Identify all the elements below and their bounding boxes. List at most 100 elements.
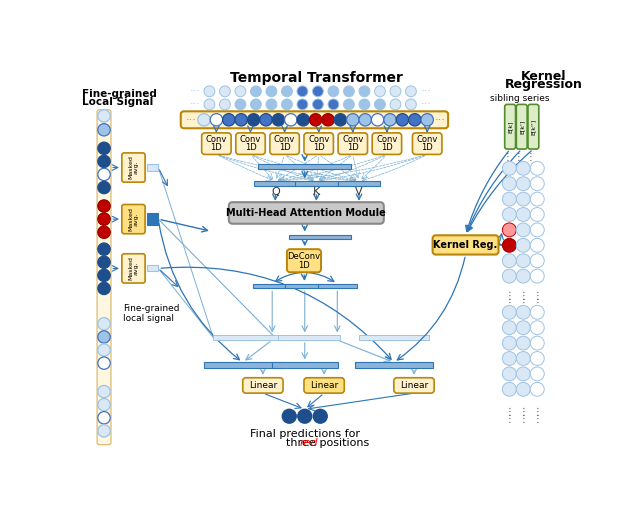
Circle shape bbox=[516, 352, 531, 366]
Circle shape bbox=[384, 114, 396, 126]
Text: 1D: 1D bbox=[279, 143, 291, 152]
Bar bbox=[295, 181, 338, 186]
Bar bbox=[359, 336, 429, 340]
Text: Kernel Reg.: Kernel Reg. bbox=[433, 240, 498, 250]
Circle shape bbox=[328, 86, 339, 97]
Circle shape bbox=[406, 99, 417, 110]
Circle shape bbox=[531, 207, 544, 221]
Text: Q: Q bbox=[271, 187, 280, 197]
Text: 1D: 1D bbox=[381, 143, 393, 152]
FancyBboxPatch shape bbox=[394, 378, 434, 393]
Circle shape bbox=[98, 269, 110, 281]
Circle shape bbox=[531, 321, 544, 334]
Text: Regression: Regression bbox=[504, 78, 582, 91]
Text: ⋮: ⋮ bbox=[518, 414, 528, 424]
Bar bbox=[272, 362, 338, 368]
Bar bbox=[278, 336, 340, 340]
Circle shape bbox=[502, 254, 516, 268]
Text: Conv: Conv bbox=[240, 135, 261, 144]
Text: V: V bbox=[355, 187, 363, 197]
Text: ⋮: ⋮ bbox=[532, 298, 542, 308]
Circle shape bbox=[516, 321, 531, 334]
FancyBboxPatch shape bbox=[372, 133, 402, 155]
Circle shape bbox=[98, 412, 110, 424]
Bar bbox=[147, 164, 158, 171]
FancyBboxPatch shape bbox=[180, 111, 448, 128]
Text: Temporal Transformer: Temporal Transformer bbox=[230, 71, 403, 85]
Circle shape bbox=[531, 269, 544, 283]
Circle shape bbox=[502, 177, 516, 191]
Circle shape bbox=[322, 114, 334, 126]
Bar bbox=[259, 164, 351, 169]
Circle shape bbox=[531, 192, 544, 206]
Circle shape bbox=[312, 86, 323, 97]
Bar bbox=[285, 284, 324, 288]
Bar bbox=[253, 284, 292, 288]
Circle shape bbox=[516, 367, 531, 381]
Circle shape bbox=[502, 223, 516, 237]
Circle shape bbox=[98, 256, 110, 268]
Text: Conv: Conv bbox=[205, 135, 227, 144]
FancyBboxPatch shape bbox=[412, 133, 442, 155]
Text: 1D: 1D bbox=[211, 143, 222, 152]
Text: ⋮: ⋮ bbox=[518, 298, 528, 308]
FancyBboxPatch shape bbox=[270, 133, 300, 155]
Circle shape bbox=[282, 99, 292, 110]
Circle shape bbox=[98, 399, 110, 411]
Bar bbox=[204, 362, 282, 368]
Circle shape bbox=[502, 352, 516, 366]
Circle shape bbox=[312, 99, 323, 110]
Text: ···: ··· bbox=[186, 115, 197, 125]
Circle shape bbox=[223, 114, 235, 126]
Text: Conv: Conv bbox=[376, 135, 397, 144]
Text: E[k']: E[k'] bbox=[519, 119, 524, 134]
Text: Linear: Linear bbox=[249, 381, 277, 390]
Text: ···: ··· bbox=[189, 86, 200, 96]
Circle shape bbox=[297, 86, 308, 97]
Circle shape bbox=[98, 110, 110, 122]
FancyBboxPatch shape bbox=[122, 153, 145, 182]
Circle shape bbox=[502, 306, 516, 319]
Circle shape bbox=[204, 99, 215, 110]
Circle shape bbox=[309, 114, 322, 126]
Text: ···: ··· bbox=[421, 86, 432, 96]
Text: positions: positions bbox=[316, 438, 370, 448]
Text: ···: ··· bbox=[421, 99, 432, 110]
Circle shape bbox=[220, 99, 230, 110]
Text: DeConv: DeConv bbox=[287, 252, 321, 262]
Text: ⋮: ⋮ bbox=[532, 414, 542, 424]
Bar bbox=[338, 181, 380, 186]
Bar bbox=[289, 235, 351, 239]
Circle shape bbox=[516, 336, 531, 350]
Circle shape bbox=[421, 114, 433, 126]
Text: Conv: Conv bbox=[308, 135, 330, 144]
Circle shape bbox=[235, 86, 246, 97]
Circle shape bbox=[266, 99, 277, 110]
Circle shape bbox=[516, 223, 531, 237]
Circle shape bbox=[502, 192, 516, 206]
Circle shape bbox=[347, 114, 359, 126]
Circle shape bbox=[235, 99, 246, 110]
Text: ⋮: ⋮ bbox=[518, 407, 528, 417]
Circle shape bbox=[98, 124, 110, 136]
Circle shape bbox=[250, 99, 261, 110]
FancyBboxPatch shape bbox=[505, 104, 516, 149]
Circle shape bbox=[98, 243, 110, 255]
Text: ⋮: ⋮ bbox=[504, 414, 514, 424]
Circle shape bbox=[204, 86, 215, 97]
Circle shape bbox=[359, 86, 370, 97]
Circle shape bbox=[98, 200, 110, 212]
Circle shape bbox=[502, 336, 516, 350]
Text: Masked
avg.: Masked avg. bbox=[128, 156, 139, 179]
Circle shape bbox=[531, 383, 544, 396]
Text: K: K bbox=[313, 187, 320, 197]
Circle shape bbox=[406, 86, 417, 97]
Text: Fine-grained
local signal: Fine-grained local signal bbox=[123, 304, 179, 323]
Circle shape bbox=[235, 114, 248, 126]
Circle shape bbox=[408, 114, 421, 126]
FancyBboxPatch shape bbox=[287, 249, 321, 272]
Circle shape bbox=[516, 177, 531, 191]
Text: three: three bbox=[286, 438, 319, 448]
Circle shape bbox=[272, 114, 285, 126]
Text: ⋮: ⋮ bbox=[532, 291, 542, 301]
